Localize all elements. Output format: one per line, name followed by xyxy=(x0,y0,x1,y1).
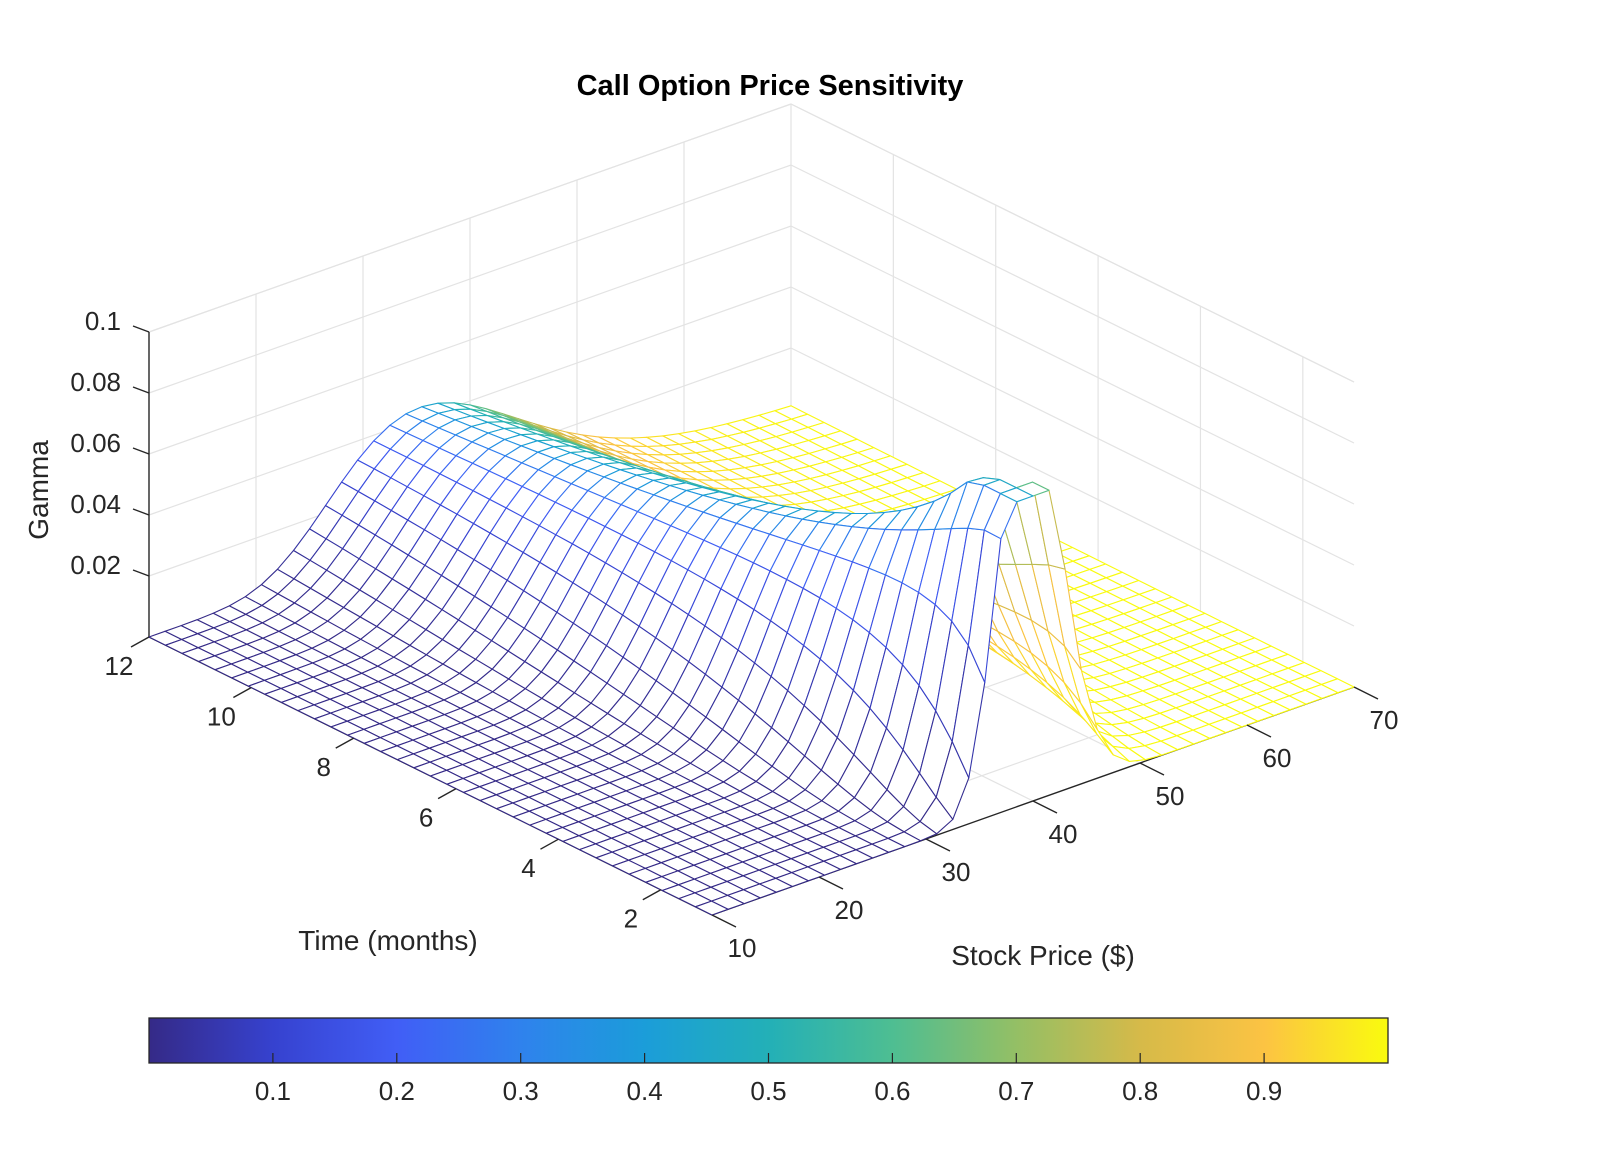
surface-face xyxy=(999,487,1034,503)
z-tick-label: 0.1 xyxy=(85,306,121,336)
z-tick xyxy=(132,325,150,333)
x-tick xyxy=(711,914,737,928)
x-tick xyxy=(925,838,951,852)
colorbar-tick-label: 0.7 xyxy=(998,1076,1034,1106)
grid-line xyxy=(148,103,792,333)
grid-line xyxy=(148,103,1355,383)
colorbar: 0.1 0.2 0.3 0.4 0.5 0.6 0.7 0.8 0.9 xyxy=(148,1017,1389,1106)
colorbar-tick-label: 0.3 xyxy=(503,1076,539,1106)
x-tick-label: 40 xyxy=(1049,819,1078,849)
grid-line xyxy=(790,103,1355,383)
z-tick-label: 0.04 xyxy=(70,489,121,519)
x-axis-label: Stock Price ($) xyxy=(951,940,1135,971)
z-axis-label: Gamma xyxy=(23,440,54,540)
z-tick-label: 0.02 xyxy=(70,550,121,580)
grid-line xyxy=(148,164,1355,444)
y-tick-label: 12 xyxy=(105,651,134,681)
y-tick-label: 10 xyxy=(207,702,236,732)
y-tick xyxy=(540,838,559,850)
y-tick xyxy=(233,686,252,699)
chart-title: Call Option Price Sensitivity xyxy=(577,70,964,102)
y-tick xyxy=(130,636,150,648)
y-tick xyxy=(335,737,355,749)
colorbar-tick-label: 0.9 xyxy=(1246,1076,1282,1106)
z-tick-label: 0.06 xyxy=(70,428,121,458)
x-tick xyxy=(1246,724,1272,738)
y-tick-label: 8 xyxy=(316,752,330,782)
z-tick xyxy=(132,386,150,394)
colorbar-tick-label: 0.5 xyxy=(750,1076,786,1106)
x-tick xyxy=(1139,762,1165,776)
y-tick xyxy=(642,889,662,901)
x-tick-label: 20 xyxy=(835,895,864,925)
x-tick-label: 60 xyxy=(1263,743,1292,773)
z-tick xyxy=(132,447,150,455)
z-tick-label: 0.08 xyxy=(70,367,121,397)
x-tick xyxy=(1032,800,1058,814)
y-tick xyxy=(437,788,457,800)
axis-ticks: 10 20 30 40 50 60 70 2 4 6 8 10 12 0.02 0.04 0.06 0.08 0.… xyxy=(70,306,1398,963)
x-tick-label: 50 xyxy=(1156,781,1185,811)
colorbar-tick-label: 0.6 xyxy=(874,1076,910,1106)
y-tick-label: 2 xyxy=(624,904,638,934)
x-tick-label: 70 xyxy=(1370,705,1399,735)
surface-face xyxy=(694,900,729,916)
surface-mesh xyxy=(148,402,1355,916)
y-axis-label: Time (months) xyxy=(298,925,477,956)
colorbar-tick-label: 0.8 xyxy=(1122,1076,1158,1106)
x-tick-label: 30 xyxy=(942,857,971,887)
x-tick xyxy=(1353,686,1379,700)
x-tick-label: 10 xyxy=(728,933,757,963)
x-tick xyxy=(818,876,844,890)
z-tick xyxy=(132,508,150,516)
y-tick-label: 6 xyxy=(419,803,433,833)
y-tick-label: 4 xyxy=(521,853,535,883)
colorbar-tick-label: 0.2 xyxy=(379,1076,415,1106)
colorbar-tick-label: 0.1 xyxy=(255,1076,291,1106)
z-tick xyxy=(132,569,150,577)
colorbar-tick-label: 0.4 xyxy=(627,1076,663,1106)
